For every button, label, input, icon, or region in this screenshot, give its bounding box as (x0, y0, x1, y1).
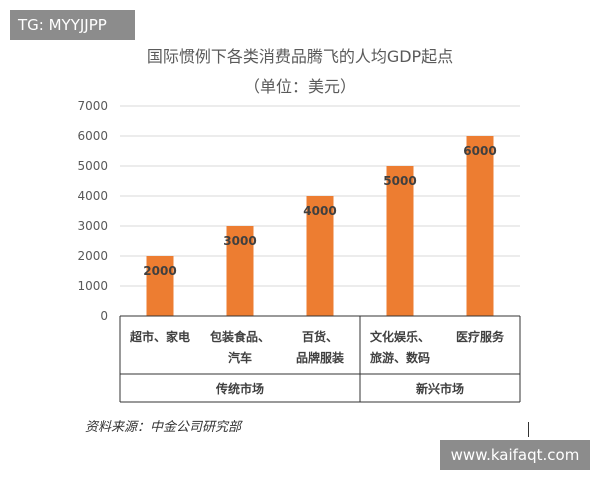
text-cursor (528, 422, 529, 437)
source-note: 资料来源：中金公司研究部 (85, 420, 242, 435)
data-label: 2000 (143, 264, 176, 278)
watermark-badge: www.kaifaqt.com (440, 440, 590, 470)
data-label: 3000 (223, 234, 256, 248)
data-label: 6000 (463, 144, 496, 158)
y-tick-label: 3000 (77, 219, 108, 233)
y-tick-label: 1000 (77, 279, 108, 293)
category-label: 旅游、数码 (370, 350, 430, 365)
category-label: 包装食品、 (209, 329, 270, 344)
bar (466, 136, 494, 316)
y-tick-label: 6000 (77, 129, 108, 143)
category-label: 汽车 (228, 350, 252, 365)
bar (146, 256, 174, 316)
y-tick-label: 0 (100, 309, 108, 323)
bar (306, 196, 334, 316)
y-tick-label: 7000 (77, 99, 108, 113)
data-label: 5000 (383, 174, 416, 188)
y-tick-label: 5000 (77, 159, 108, 173)
group-label: 传统市场 (215, 381, 264, 396)
chart-subtitle: （单位：美元） (243, 77, 356, 96)
bar (226, 226, 254, 316)
category-label: 品牌服装 (296, 350, 344, 365)
y-tick-label: 2000 (77, 249, 108, 263)
category-label: 超市、家电 (129, 329, 190, 344)
category-label: 文化娱乐、 (370, 329, 430, 344)
category-label: 医疗服务 (456, 329, 505, 344)
data-label: 4000 (303, 204, 336, 218)
bar (386, 166, 414, 316)
group-label: 新兴市场 (416, 381, 464, 396)
y-tick-label: 4000 (77, 189, 108, 203)
chart-title: 国际惯例下各类消费品腾飞的人均GDP起点 (146, 47, 454, 66)
tag-badge: TG: MYYJJPP (10, 10, 135, 40)
category-label: 百货、 (302, 329, 338, 344)
